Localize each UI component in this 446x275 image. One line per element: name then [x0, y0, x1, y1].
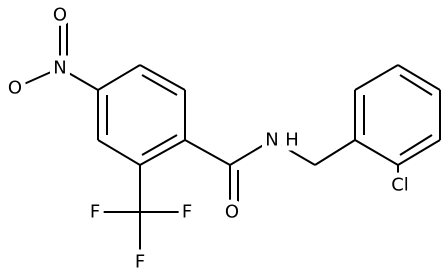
bonds	[14, 15, 441, 262]
atom-label: F	[90, 202, 100, 223]
atom-label: Cl	[391, 175, 409, 196]
atom-labels: O N O O N H F F F Cl	[3, 0, 414, 275]
atom-label: N	[265, 130, 278, 151]
atom-label: O	[8, 78, 22, 99]
atom-label: O	[225, 202, 239, 223]
atom-label: H	[285, 130, 299, 151]
atom-label: F	[135, 252, 145, 273]
atom-label: O	[53, 5, 67, 26]
atom-label: N	[53, 58, 66, 79]
atom-label: F	[182, 202, 192, 223]
